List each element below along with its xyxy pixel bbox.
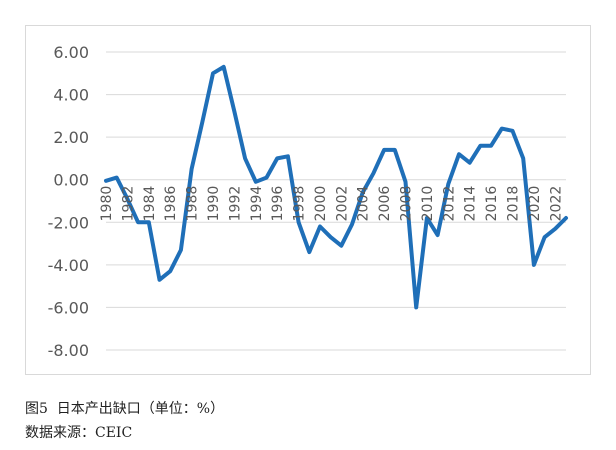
- data-source-note: 数据来源：CEIC: [25, 425, 133, 441]
- y-tick-label: 4.00: [53, 86, 89, 105]
- x-tick-label: 2020: [527, 186, 543, 222]
- y-tick-label: -8.00: [48, 341, 89, 360]
- x-tick-label: 2004: [356, 186, 372, 222]
- x-tick-label: 1986: [163, 186, 179, 222]
- x-tick-label: 1984: [142, 186, 158, 222]
- x-tick-label: 1996: [270, 186, 286, 222]
- figure-caption: 图5 日本产出缺口（单位：%）: [25, 401, 225, 417]
- x-tick-label: 1988: [185, 186, 201, 222]
- x-tick-label: 1992: [227, 186, 243, 222]
- y-tick-label: 6.00: [53, 43, 89, 62]
- x-tick-label: 2016: [484, 186, 500, 222]
- x-tick-label: 2006: [377, 186, 393, 222]
- x-tick-label: 1998: [292, 186, 308, 222]
- x-tick-label: 2000: [313, 186, 329, 222]
- y-tick-label: -2.00: [48, 213, 89, 232]
- x-tick-label: 1990: [206, 186, 222, 222]
- y-tick-label: 2.00: [53, 128, 89, 147]
- y-tick-label: -4.00: [48, 256, 89, 275]
- x-tick-label: 2010: [420, 186, 436, 222]
- x-tick-label: 2002: [334, 186, 350, 222]
- x-tick-label: 2008: [399, 186, 415, 222]
- line-chart: 6.00 4.00 2.00 0.00 -2.00 -4.00 -6.00 -8.00 1980…: [48, 43, 568, 360]
- x-tick-label: 1980: [99, 186, 115, 222]
- x-tick-label: 2014: [463, 186, 479, 222]
- y-tick-label: -6.00: [48, 298, 89, 317]
- x-tick-label: 2018: [506, 186, 522, 222]
- x-tick-label: 2012: [441, 186, 457, 222]
- chart-area: 6.00 4.00 2.00 0.00 -2.00 -4.00 -6.00 -8.00 1980…: [25, 25, 591, 375]
- x-tick-label: 2022: [548, 186, 564, 222]
- y-tick-label: 0.00: [53, 171, 89, 190]
- x-tick-label: 1982: [120, 186, 136, 222]
- x-tick-label: 1994: [249, 186, 265, 222]
- series-line: [104, 64, 568, 310]
